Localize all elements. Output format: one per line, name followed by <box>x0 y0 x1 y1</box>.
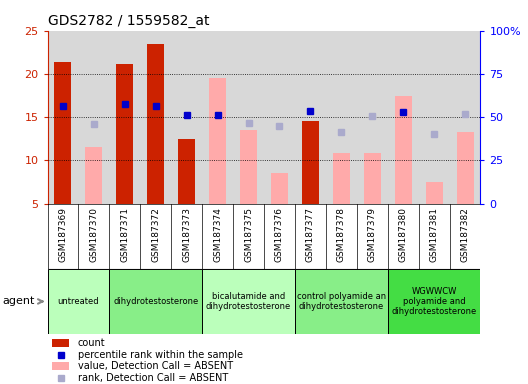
Bar <box>48 269 109 334</box>
Text: GDS2782 / 1559582_at: GDS2782 / 1559582_at <box>48 14 209 28</box>
Text: dihydrotestosterone: dihydrotestosterone <box>113 297 199 306</box>
Text: GSM187370: GSM187370 <box>89 207 98 262</box>
Bar <box>271 173 288 204</box>
Bar <box>233 31 264 204</box>
Bar <box>449 31 480 204</box>
Text: value, Detection Call = ABSENT: value, Detection Call = ABSENT <box>78 361 233 371</box>
Text: GSM187378: GSM187378 <box>337 207 346 262</box>
Bar <box>388 31 419 204</box>
Text: GSM187371: GSM187371 <box>120 207 129 262</box>
Bar <box>426 182 442 204</box>
Text: GSM187372: GSM187372 <box>151 207 161 262</box>
Text: untreated: untreated <box>58 297 99 306</box>
Bar <box>394 96 412 204</box>
Text: rank, Detection Call = ABSENT: rank, Detection Call = ABSENT <box>78 372 228 382</box>
Text: bicalutamide and
dihydrotestosterone: bicalutamide and dihydrotestosterone <box>206 292 291 311</box>
Bar <box>178 139 195 204</box>
Text: GSM187382: GSM187382 <box>460 207 469 262</box>
Bar <box>295 269 388 334</box>
Text: GSM187379: GSM187379 <box>367 207 377 262</box>
Text: percentile rank within the sample: percentile rank within the sample <box>78 349 243 359</box>
Text: GSM187375: GSM187375 <box>244 207 253 262</box>
Bar <box>79 31 109 204</box>
Text: GSM187381: GSM187381 <box>430 207 439 262</box>
Text: GSM187380: GSM187380 <box>399 207 408 262</box>
Bar <box>52 362 69 370</box>
Bar <box>209 78 226 204</box>
Text: WGWWCW
polyamide and
dihydrotestosterone: WGWWCW polyamide and dihydrotestosterone <box>391 286 477 316</box>
Bar <box>116 65 134 204</box>
Text: GSM187374: GSM187374 <box>213 207 222 262</box>
Bar <box>333 152 350 204</box>
Text: agent: agent <box>3 296 42 306</box>
Bar <box>54 62 71 204</box>
Bar <box>457 132 474 204</box>
Bar <box>302 121 319 204</box>
Bar <box>202 31 233 204</box>
Bar <box>52 339 69 347</box>
Text: count: count <box>78 338 106 348</box>
Text: GSM187377: GSM187377 <box>306 207 315 262</box>
Bar <box>388 269 480 334</box>
Bar <box>48 31 79 204</box>
Text: GSM187373: GSM187373 <box>182 207 191 262</box>
Bar <box>364 153 381 204</box>
Bar <box>140 31 171 204</box>
Bar <box>326 31 357 204</box>
Bar <box>295 31 326 204</box>
Text: GSM187369: GSM187369 <box>59 207 68 262</box>
Bar <box>202 269 295 334</box>
Bar <box>419 31 449 204</box>
Bar <box>86 147 102 204</box>
Bar <box>109 31 140 204</box>
Bar <box>240 130 257 204</box>
Text: control polyamide an
dihydrotestosterone: control polyamide an dihydrotestosterone <box>297 292 386 311</box>
Bar <box>264 31 295 204</box>
Bar <box>171 31 202 204</box>
Bar <box>109 269 202 334</box>
Text: GSM187376: GSM187376 <box>275 207 284 262</box>
Bar <box>357 31 388 204</box>
Bar <box>147 44 164 204</box>
